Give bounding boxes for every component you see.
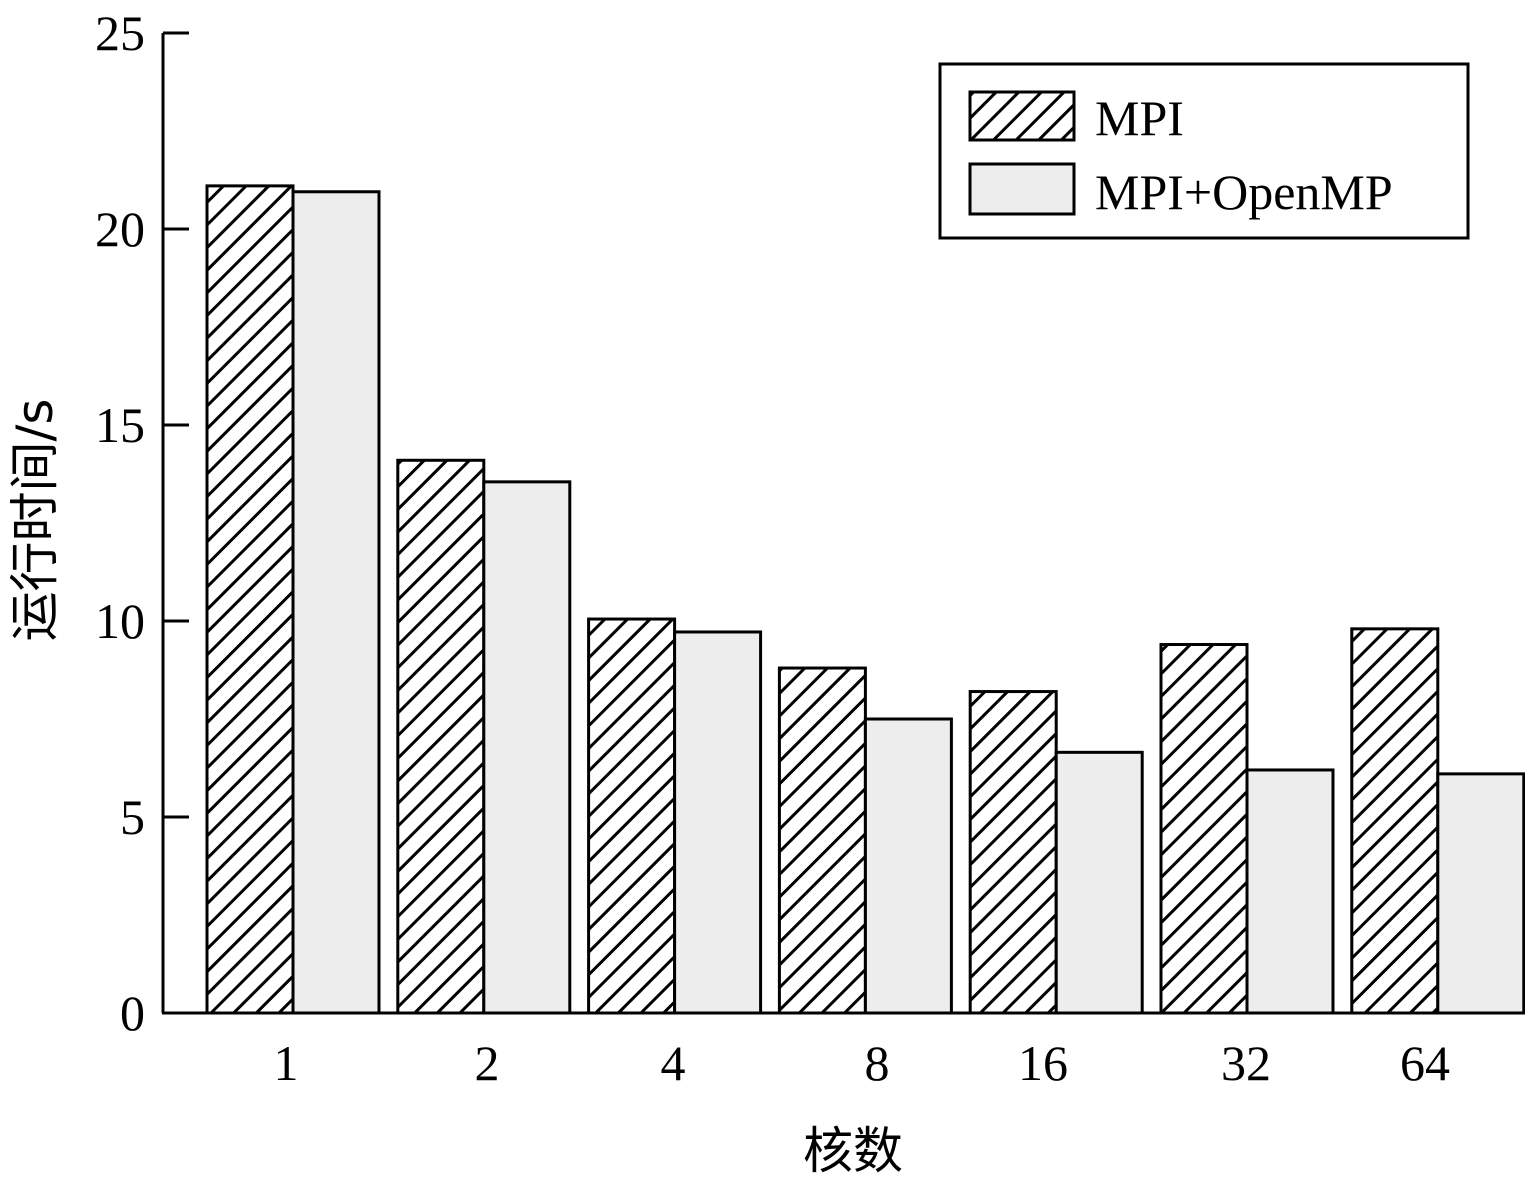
x-tick-label: 1 xyxy=(274,1035,299,1091)
bar-mpi-openmp xyxy=(1436,772,1525,1015)
legend-swatch-mpi-openmp xyxy=(968,162,1076,216)
bar-mpi-openmp xyxy=(1245,768,1335,1015)
bar-mpi-openmp xyxy=(291,190,381,1015)
bar-mpi xyxy=(396,458,486,1015)
x-tick-label: 2 xyxy=(475,1035,500,1091)
y-tick-label: 20 xyxy=(95,201,145,257)
legend-label-mpi: MPI xyxy=(1095,90,1184,146)
plot-area xyxy=(205,184,1525,1015)
y-tick-label: 10 xyxy=(95,593,145,649)
bar-mpi xyxy=(777,666,867,1015)
bar-mpi xyxy=(1350,627,1440,1015)
bar-mpi xyxy=(968,690,1058,1015)
bar-mpi-openmp xyxy=(863,717,953,1015)
x-tick-label: 8 xyxy=(865,1035,890,1091)
x-tick-label: 64 xyxy=(1400,1035,1450,1091)
bar-mpi xyxy=(587,617,677,1015)
bar-mpi xyxy=(1159,643,1249,1015)
x-axis-title: 核数 xyxy=(803,1122,903,1180)
legend-label-mpi-openmp: MPI+OpenMP xyxy=(1095,164,1393,220)
legend-swatch-mpi xyxy=(968,90,1076,142)
x-ticks: 1 2 4 8 16 32 64 xyxy=(274,1035,1451,1091)
x-tick-label: 4 xyxy=(661,1035,686,1091)
x-tick-label: 32 xyxy=(1221,1035,1271,1091)
x-tick-label: 16 xyxy=(1018,1035,1068,1091)
y-tick-label: 5 xyxy=(120,789,145,845)
y-ticks: 0 5 10 15 20 25 xyxy=(95,5,189,1041)
bar-mpi-openmp xyxy=(1054,750,1144,1015)
bar-mpi xyxy=(205,184,295,1015)
y-tick-label: 15 xyxy=(95,397,145,453)
legend: MPI MPI+OpenMP xyxy=(938,62,1470,240)
bar-mpi-openmp xyxy=(673,630,763,1015)
y-tick-label: 25 xyxy=(95,5,145,61)
bar-mpi-openmp xyxy=(482,480,572,1015)
y-axis-title: 运行时间/s xyxy=(6,399,64,642)
y-tick-label: 0 xyxy=(120,985,145,1041)
